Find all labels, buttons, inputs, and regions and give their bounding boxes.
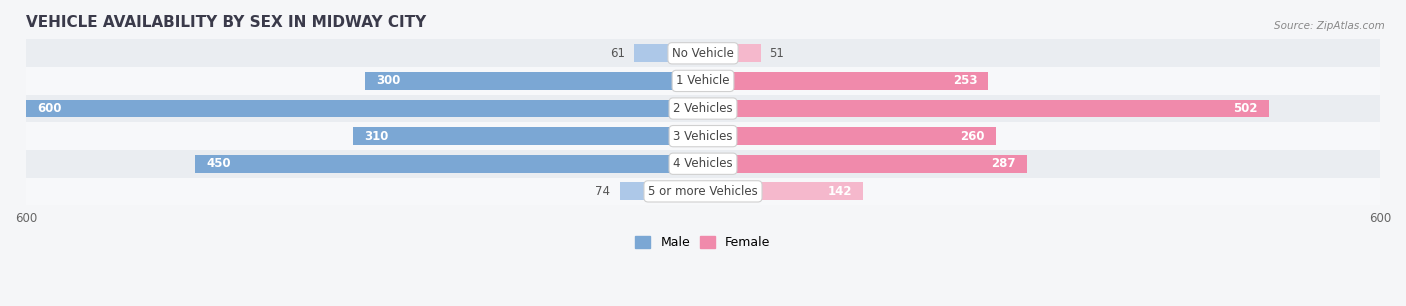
Text: 502: 502	[1233, 102, 1258, 115]
Text: 74: 74	[596, 185, 610, 198]
Text: VEHICLE AVAILABILITY BY SEX IN MIDWAY CITY: VEHICLE AVAILABILITY BY SEX IN MIDWAY CI…	[27, 15, 426, 30]
Text: 287: 287	[991, 157, 1015, 170]
Bar	[27, 99, 703, 118]
Bar	[27, 150, 1379, 177]
Text: 4 Vehicles: 4 Vehicles	[673, 157, 733, 170]
Bar	[195, 155, 703, 173]
Text: 3 Vehicles: 3 Vehicles	[673, 130, 733, 143]
Bar	[703, 127, 997, 145]
Text: 5 or more Vehicles: 5 or more Vehicles	[648, 185, 758, 198]
Text: 600: 600	[38, 102, 62, 115]
Bar	[703, 99, 1270, 118]
Text: 450: 450	[207, 157, 231, 170]
Text: 300: 300	[375, 74, 401, 88]
Legend: Male, Female: Male, Female	[630, 231, 776, 254]
Text: 142: 142	[827, 185, 852, 198]
Text: 260: 260	[960, 130, 986, 143]
Text: 1 Vehicle: 1 Vehicle	[676, 74, 730, 88]
Bar	[27, 122, 1379, 150]
Bar	[27, 39, 1379, 67]
Text: 253: 253	[953, 74, 977, 88]
Text: 2 Vehicles: 2 Vehicles	[673, 102, 733, 115]
Text: 61: 61	[610, 47, 626, 60]
Text: Source: ZipAtlas.com: Source: ZipAtlas.com	[1274, 21, 1385, 32]
Bar	[27, 95, 1379, 122]
Bar	[703, 155, 1026, 173]
Text: 51: 51	[769, 47, 785, 60]
Bar	[634, 44, 703, 62]
Bar	[364, 72, 703, 90]
Bar	[703, 44, 761, 62]
Bar	[703, 182, 863, 200]
Text: 310: 310	[364, 130, 389, 143]
Bar	[620, 182, 703, 200]
Bar	[353, 127, 703, 145]
Text: No Vehicle: No Vehicle	[672, 47, 734, 60]
Bar	[27, 67, 1379, 95]
Bar	[27, 177, 1379, 205]
Bar	[703, 72, 988, 90]
